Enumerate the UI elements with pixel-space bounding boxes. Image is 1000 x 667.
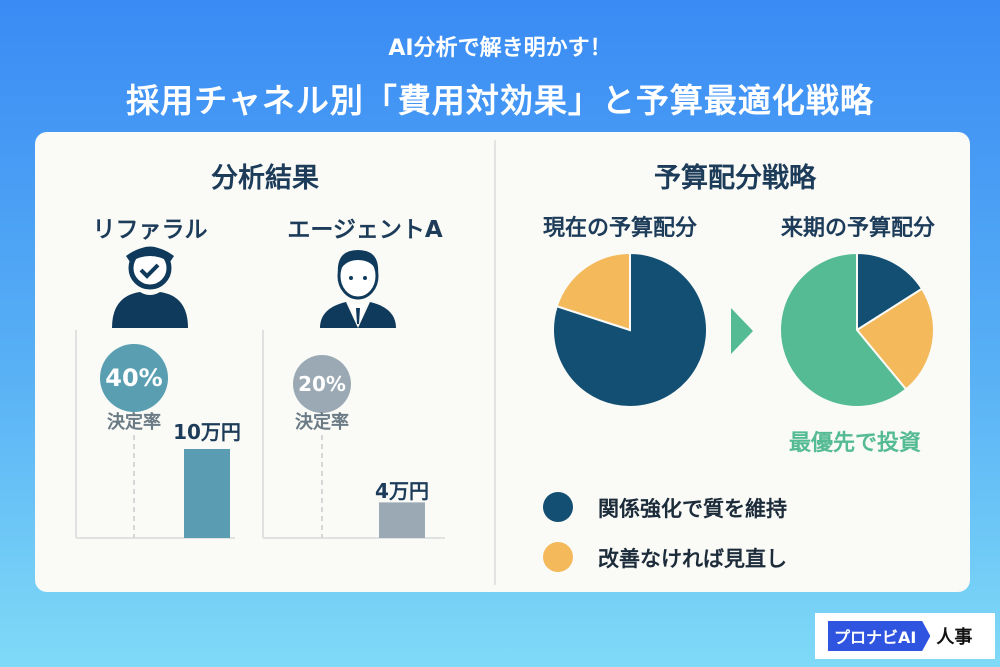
subtitle: AI分析で解き明かす！ bbox=[388, 36, 612, 61]
rate-circle-agent: 20% bbox=[293, 355, 351, 413]
businessman-icon bbox=[320, 250, 396, 328]
cost-bar-agent bbox=[379, 502, 425, 538]
rate-label: 決定率 bbox=[295, 412, 349, 433]
arrow-icon bbox=[731, 308, 753, 354]
rate-label: 決定率 bbox=[107, 412, 161, 433]
strategy-heading: 予算配分戦略 bbox=[654, 163, 816, 194]
analysis-heading: 分析結果 bbox=[211, 163, 319, 194]
pie-slice bbox=[855, 287, 935, 391]
channel-name-referral: リファラル bbox=[92, 217, 208, 243]
analysis-chart bbox=[75, 330, 445, 539]
logo: プロナビAI 人事 bbox=[815, 613, 995, 659]
cost-bar-referral bbox=[184, 449, 230, 538]
rate-circle-referral: 40% bbox=[100, 344, 168, 412]
cost-label-agent: 4万円 bbox=[375, 479, 429, 503]
pie-slice bbox=[856, 251, 924, 332]
highlight-label: 最優先で投資 bbox=[788, 431, 921, 456]
allocation-pies bbox=[552, 251, 935, 408]
logo-suffix: 人事 bbox=[936, 627, 973, 648]
legend-swatch-navy bbox=[543, 492, 573, 522]
channel-name-agent: エージェントA bbox=[287, 217, 443, 243]
current-pie bbox=[552, 251, 708, 408]
legend-label: 関係強化で質を維持 bbox=[598, 497, 787, 521]
pie-slice bbox=[779, 251, 908, 408]
pie-slice bbox=[555, 251, 631, 332]
legend-label: 改善なければ見直し bbox=[598, 547, 787, 571]
current-allocation-label: 現在の予算配分 bbox=[542, 216, 697, 241]
next-pie bbox=[779, 251, 935, 408]
logo-brand: プロナビAI bbox=[828, 621, 931, 651]
divider bbox=[494, 140, 496, 585]
cost-label-referral: 10万円 bbox=[173, 420, 241, 444]
person-check-icon bbox=[112, 246, 188, 328]
page-title: 採用チャネル別「費用対効果」と予算最適化戦略 bbox=[126, 81, 874, 120]
next-allocation-label: 来期の予算配分 bbox=[780, 216, 935, 241]
legend-swatch-orange bbox=[543, 542, 573, 572]
